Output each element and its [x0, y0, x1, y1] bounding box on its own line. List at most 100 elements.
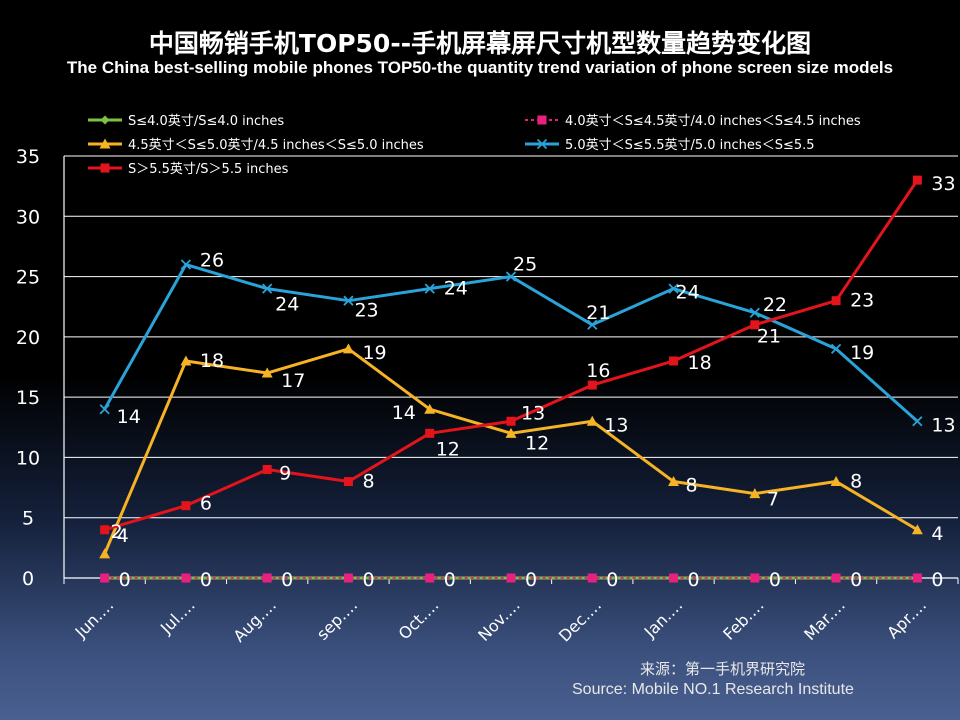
- data-label: 0: [606, 569, 618, 591]
- x-tick-label: Apr.…: [883, 595, 930, 642]
- data-point: [262, 283, 273, 294]
- legend-marker: [100, 115, 110, 125]
- data-label: 6: [200, 493, 212, 515]
- data-point: [912, 175, 922, 185]
- data-label: 12: [436, 438, 460, 460]
- data-label: 33: [931, 173, 955, 195]
- legend-marker: [99, 138, 111, 149]
- data-point: [181, 573, 191, 583]
- series-4: [100, 175, 922, 535]
- data-label: 14: [117, 406, 141, 428]
- data-label: 18: [200, 350, 224, 372]
- legend-label: 4.5英寸＜S≤5.0英寸/4.5 inches＜S≤5.0 inches: [128, 138, 424, 153]
- legend-item: S≤4.0英寸/S≤4.0 inches: [88, 114, 284, 129]
- data-point: [749, 488, 761, 499]
- data-point: [749, 307, 760, 318]
- x-tick-label: sep.…: [313, 595, 361, 643]
- data-point: [911, 524, 923, 535]
- source-en: Source: Mobile NO.1 Research Institute: [572, 681, 854, 698]
- data-point: [912, 573, 922, 583]
- data-label: 4: [931, 523, 943, 545]
- data-label: 23: [354, 300, 378, 322]
- data-point: [506, 573, 516, 583]
- series-line: [103, 263, 919, 423]
- x-tick-label: Jun.…: [71, 595, 118, 642]
- data-point: [669, 573, 679, 583]
- data-point: [181, 501, 191, 511]
- series-line: [104, 179, 919, 532]
- data-point: [587, 319, 598, 330]
- data-label: 17: [281, 370, 305, 392]
- x-tick-label: Jan.…: [640, 595, 686, 641]
- legend-item: S＞5.5英寸/S＞5.5 inches: [88, 162, 289, 177]
- data-point: [343, 295, 354, 306]
- x-tick-label: Aug.…: [230, 595, 280, 645]
- data-label: 0: [850, 569, 862, 591]
- data-point: [506, 416, 516, 426]
- data-label: 0: [281, 569, 293, 591]
- legend-label: S≤4.0英寸/S≤4.0 inches: [128, 114, 284, 129]
- data-label: 21: [757, 326, 781, 348]
- data-label: 0: [688, 569, 700, 591]
- data-point: [424, 283, 435, 294]
- y-tick-label: 35: [16, 146, 40, 168]
- data-point: [587, 380, 597, 390]
- series-1: [100, 573, 922, 583]
- data-point: [587, 573, 597, 583]
- data-point: [668, 476, 680, 487]
- data-label: 16: [586, 360, 610, 382]
- data-label: 0: [444, 569, 456, 591]
- data-point: [586, 415, 598, 426]
- data-label: 8: [850, 471, 862, 493]
- data-point: [831, 573, 841, 583]
- legend-item: 5.0英寸＜S≤5.5英寸/5.0 inches＜S≤5.5: [525, 138, 815, 153]
- data-point: [180, 259, 192, 270]
- legend-label: S＞5.5英寸/S＞5.5 inches: [128, 162, 289, 177]
- y-tick-label: 30: [16, 206, 40, 228]
- data-label: 0: [119, 569, 131, 591]
- data-point: [668, 283, 679, 294]
- data-point: [425, 573, 435, 583]
- data-label: 0: [769, 569, 781, 591]
- series-line: [103, 347, 919, 555]
- data-point: [99, 404, 110, 415]
- data-label: 13: [931, 414, 955, 436]
- data-point: [99, 548, 111, 559]
- data-label: 12: [525, 432, 549, 454]
- data-label: 24: [676, 282, 700, 304]
- data-label: 0: [362, 569, 374, 591]
- data-point: [262, 573, 272, 583]
- data-label: 0: [931, 569, 943, 591]
- data-point: [343, 573, 353, 583]
- data-point: [424, 403, 436, 414]
- data-point: [425, 428, 435, 438]
- data-label: 26: [200, 250, 224, 272]
- y-tick-label: 15: [16, 387, 40, 409]
- data-point: [831, 296, 841, 306]
- x-tick-label: Oct.…: [395, 595, 443, 643]
- data-point: [261, 367, 273, 378]
- data-label: 14: [392, 402, 416, 424]
- legend-item: 4.0英寸＜S≤4.5英寸/4.0 inches＜S≤4.5 inches: [525, 114, 861, 129]
- source-cn: 来源：第一手机界研究院: [640, 660, 806, 678]
- data-point: [262, 464, 272, 474]
- data-point: [750, 573, 760, 583]
- data-label: 25: [513, 254, 537, 276]
- data-label: 23: [850, 290, 874, 312]
- series-2: [99, 343, 923, 559]
- legend-item: 4.5英寸＜S≤5.0英寸/4.5 inches＜S≤5.0 inches: [88, 138, 424, 153]
- data-point: [830, 343, 842, 355]
- data-label: 19: [362, 342, 386, 364]
- data-label: 21: [586, 302, 610, 324]
- data-point: [669, 356, 679, 366]
- data-label: 19: [850, 342, 874, 364]
- data-label: 18: [688, 352, 712, 374]
- y-tick-label: 10: [16, 447, 40, 469]
- data-point: [180, 355, 192, 366]
- data-point: [100, 573, 110, 583]
- series-3: [99, 259, 923, 427]
- data-point: [505, 271, 517, 282]
- y-tick-label: 20: [16, 327, 40, 349]
- x-tick-label: Mar.…: [800, 595, 849, 644]
